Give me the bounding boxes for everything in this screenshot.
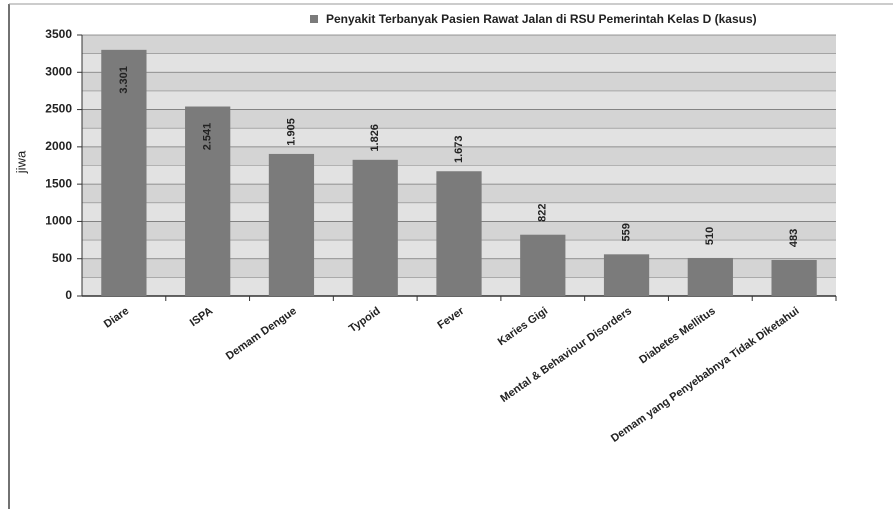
stripe (82, 109, 836, 129)
x-tick-label: Karies Gigi (496, 305, 550, 348)
y-tick-label: 2500 (45, 102, 72, 116)
bar (687, 257, 733, 296)
bar (603, 254, 650, 296)
y-axis-label: jiwa (13, 150, 28, 174)
value-label: 2.541 (202, 123, 214, 151)
value-label: 1.673 (453, 135, 465, 163)
bar (352, 159, 398, 296)
value-label: 510 (704, 227, 716, 245)
bar (436, 171, 482, 296)
stripe (82, 53, 836, 73)
stripe (82, 35, 836, 54)
y-tick-label: 500 (52, 251, 72, 265)
value-label: 1.905 (285, 118, 297, 146)
value-label: 3.301 (118, 66, 130, 94)
y-tick-label: 3000 (45, 64, 72, 78)
x-tick-label: Diare (102, 305, 131, 331)
stripe (82, 90, 836, 110)
x-tick-label: Demam yang Penyebabnya Tidak Diketahui (609, 305, 802, 445)
stripe (82, 128, 836, 147)
x-tick-label: ISPA (188, 305, 215, 329)
x-tick-label: Diabetes Mellitus (637, 305, 717, 366)
bar (101, 49, 147, 296)
stripe (82, 72, 836, 91)
value-label: 483 (788, 229, 800, 247)
value-label: 822 (537, 204, 549, 222)
legend-swatch (310, 15, 318, 23)
y-tick-label: 1500 (45, 176, 72, 190)
bar (520, 234, 566, 296)
y-tick-label: 1000 (45, 214, 72, 228)
x-tick-label: Demam Dengue (224, 305, 299, 363)
y-tick-label: 2000 (45, 139, 72, 153)
x-tick-label: Fever (435, 305, 467, 332)
value-label: 1.826 (369, 124, 381, 152)
x-tick-label: Typoid (347, 305, 383, 335)
bar (185, 106, 231, 296)
bar (771, 259, 817, 296)
value-label: 559 (620, 223, 632, 241)
legend-label: Penyakit Terbanyak Pasien Rawat Jalan di… (326, 12, 757, 26)
x-tick-label: Mental & Behaviour Disorders (498, 305, 634, 405)
y-tick-label: 3500 (45, 27, 72, 41)
y-tick-label: 0 (65, 288, 72, 302)
bar (268, 153, 315, 296)
